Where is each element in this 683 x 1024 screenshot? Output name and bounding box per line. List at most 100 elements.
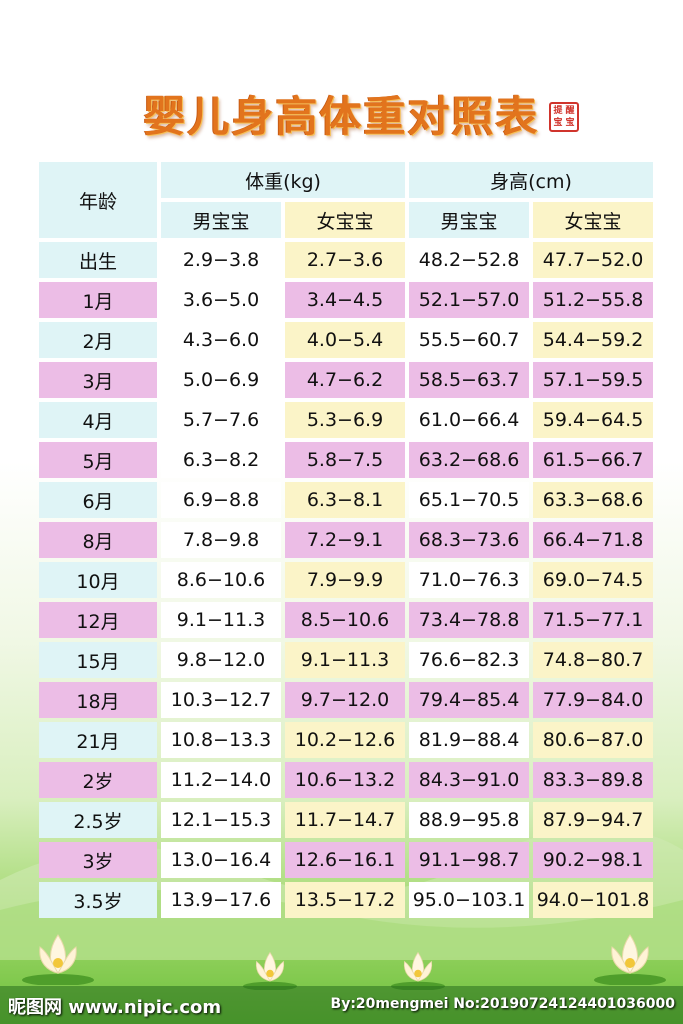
weight-girl-cell: 13.5−17.2 [285,882,406,918]
height-girl-cell: 57.1−59.5 [533,362,654,398]
height-girl-cell: 83.3−89.8 [533,762,654,798]
age-cell: 21月 [39,722,157,758]
height-girl-cell: 47.7−52.0 [533,242,654,278]
table-row: 3.5岁 13.9−17.6 13.5−17.2 95.0−103.1 94.0−101… [39,882,654,918]
height-boy-cell: 73.4−78.8 [409,602,530,638]
height-girl-cell: 77.9−84.0 [533,682,654,718]
table-row: 2月 4.3−6.0 4.0−5.4 55.5−60.7 54.4−59.2 [39,322,654,358]
height-boy-cell: 63.2−68.6 [409,442,530,478]
height-boy-cell: 84.3−91.0 [409,762,530,798]
table-body: 出生 2.9−3.8 2.7−3.6 48.2−52.8 47.7−52.0 1月 3.6−… [39,242,654,918]
title-area: 婴儿身高体重对照表 [0,78,683,148]
height-girl-cell: 63.3−68.6 [533,482,654,518]
weight-boy-cell: 5.0−6.9 [161,362,281,398]
age-cell: 8月 [39,522,157,558]
lotus-flower-icon [22,934,94,985]
table-row: 18月 10.3−12.7 9.7−12.0 79.4−85.4 77.9−84.0 [39,682,654,718]
weight-boy-cell: 12.1−15.3 [161,802,281,838]
weight-boy-cell: 6.3−8.2 [161,442,281,478]
page-title: 婴儿身高体重对照表 [143,91,540,141]
table-row: 15月 9.8−12.0 9.1−11.3 76.6−82.3 74.8−80.7 [39,642,654,678]
weight-boy-cell: 13.9−17.6 [161,882,281,918]
age-cell: 18月 [39,682,157,718]
header-height-boy: 男宝宝 [409,202,530,238]
height-boy-cell: 76.6−82.3 [409,642,530,678]
weight-boy-cell: 4.3−6.0 [161,322,281,358]
table-row: 12月 9.1−11.3 8.5−10.6 73.4−78.8 71.5−77.1 [39,602,654,638]
header-height: 身高(cm) [409,162,654,198]
height-girl-cell: 61.5−66.7 [533,442,654,478]
height-boy-cell: 81.9−88.4 [409,722,530,758]
weight-girl-cell: 2.7−3.6 [285,242,406,278]
height-boy-cell: 95.0−103.1 [409,882,530,918]
weight-boy-cell: 7.8−9.8 [161,522,281,558]
age-cell: 4月 [39,402,157,438]
weight-girl-cell: 4.0−5.4 [285,322,406,358]
lotus-flower-icon [391,951,445,990]
weight-boy-cell: 3.6−5.0 [161,282,281,318]
weight-girl-cell: 10.6−13.2 [285,762,406,798]
table-row: 2岁 11.2−14.0 10.6−13.2 84.3−91.0 83.3−89.8 [39,762,654,798]
weight-girl-cell: 11.7−14.7 [285,802,406,838]
age-cell: 2月 [39,322,157,358]
weight-boy-cell: 8.6−10.6 [161,562,281,598]
weight-girl-cell: 9.7−12.0 [285,682,406,718]
weight-girl-cell: 6.3−8.1 [285,482,406,518]
watermark-id: By:20mengmei No:20190724124401036000 [330,996,675,1012]
height-boy-cell: 61.0−66.4 [409,402,530,438]
age-cell: 15月 [39,642,157,678]
weight-girl-cell: 7.9−9.9 [285,562,406,598]
header-weight-girl: 女宝宝 [285,202,406,238]
weight-boy-cell: 11.2−14.0 [161,762,281,798]
weight-boy-cell: 9.1−11.3 [161,602,281,638]
height-boy-cell: 48.2−52.8 [409,242,530,278]
height-girl-cell: 74.8−80.7 [533,642,654,678]
header-age: 年龄 [39,162,157,238]
age-cell: 2.5岁 [39,802,157,838]
weight-girl-cell: 7.2−9.1 [285,522,406,558]
height-girl-cell: 94.0−101.8 [533,882,654,918]
seal-char: 宝 [565,118,575,128]
age-cell: 12月 [39,602,157,638]
header-height-girl: 女宝宝 [533,202,654,238]
height-girl-cell: 66.4−71.8 [533,522,654,558]
header-weight-boy: 男宝宝 [161,202,281,238]
height-boy-cell: 71.0−76.3 [409,562,530,598]
table-row: 3月 5.0−6.9 4.7−6.2 58.5−63.7 57.1−59.5 [39,362,654,398]
table-row: 6月 6.9−8.8 6.3−8.1 65.1−70.5 63.3−68.6 [39,482,654,518]
height-boy-cell: 65.1−70.5 [409,482,530,518]
height-boy-cell: 88.9−95.8 [409,802,530,838]
table-row: 2.5岁 12.1−15.3 11.7−14.7 88.9−95.8 87.9−94.7 [39,802,654,838]
age-cell: 6月 [39,482,157,518]
height-girl-cell: 69.0−74.5 [533,562,654,598]
weight-boy-cell: 10.3−12.7 [161,682,281,718]
seal-char: 提 [553,106,563,116]
age-cell: 1月 [39,282,157,318]
weight-girl-cell: 10.2−12.6 [285,722,406,758]
weight-boy-cell: 13.0−16.4 [161,842,281,878]
lotus-flower-icon [243,951,297,990]
seal-char: 宝 [553,118,563,128]
weight-boy-cell: 2.9−3.8 [161,242,281,278]
weight-girl-cell: 8.5−10.6 [285,602,406,638]
height-girl-cell: 54.4−59.2 [533,322,654,358]
seal-char: 醒 [565,106,575,116]
weight-boy-cell: 10.8−13.3 [161,722,281,758]
height-girl-cell: 80.6−87.0 [533,722,654,758]
table-row: 3岁 13.0−16.4 12.6−16.1 91.1−98.7 90.2−98.1 [39,842,654,878]
weight-boy-cell: 9.8−12.0 [161,642,281,678]
age-cell: 3.5岁 [39,882,157,918]
weight-girl-cell: 9.1−11.3 [285,642,406,678]
weight-girl-cell: 3.4−4.5 [285,282,406,318]
height-girl-cell: 51.2−55.8 [533,282,654,318]
table-row: 出生 2.9−3.8 2.7−3.6 48.2−52.8 47.7−52.0 [39,242,654,278]
age-cell: 10月 [39,562,157,598]
weight-boy-cell: 5.7−7.6 [161,402,281,438]
header-weight: 体重(kg) [161,162,406,198]
height-boy-cell: 58.5−63.7 [409,362,530,398]
seal-stamp: 提醒宝宝 [549,102,579,132]
age-cell: 3月 [39,362,157,398]
table-row: 1月 3.6−5.0 3.4−4.5 52.1−57.0 51.2−55.8 [39,282,654,318]
age-cell: 2岁 [39,762,157,798]
weight-girl-cell: 5.8−7.5 [285,442,406,478]
